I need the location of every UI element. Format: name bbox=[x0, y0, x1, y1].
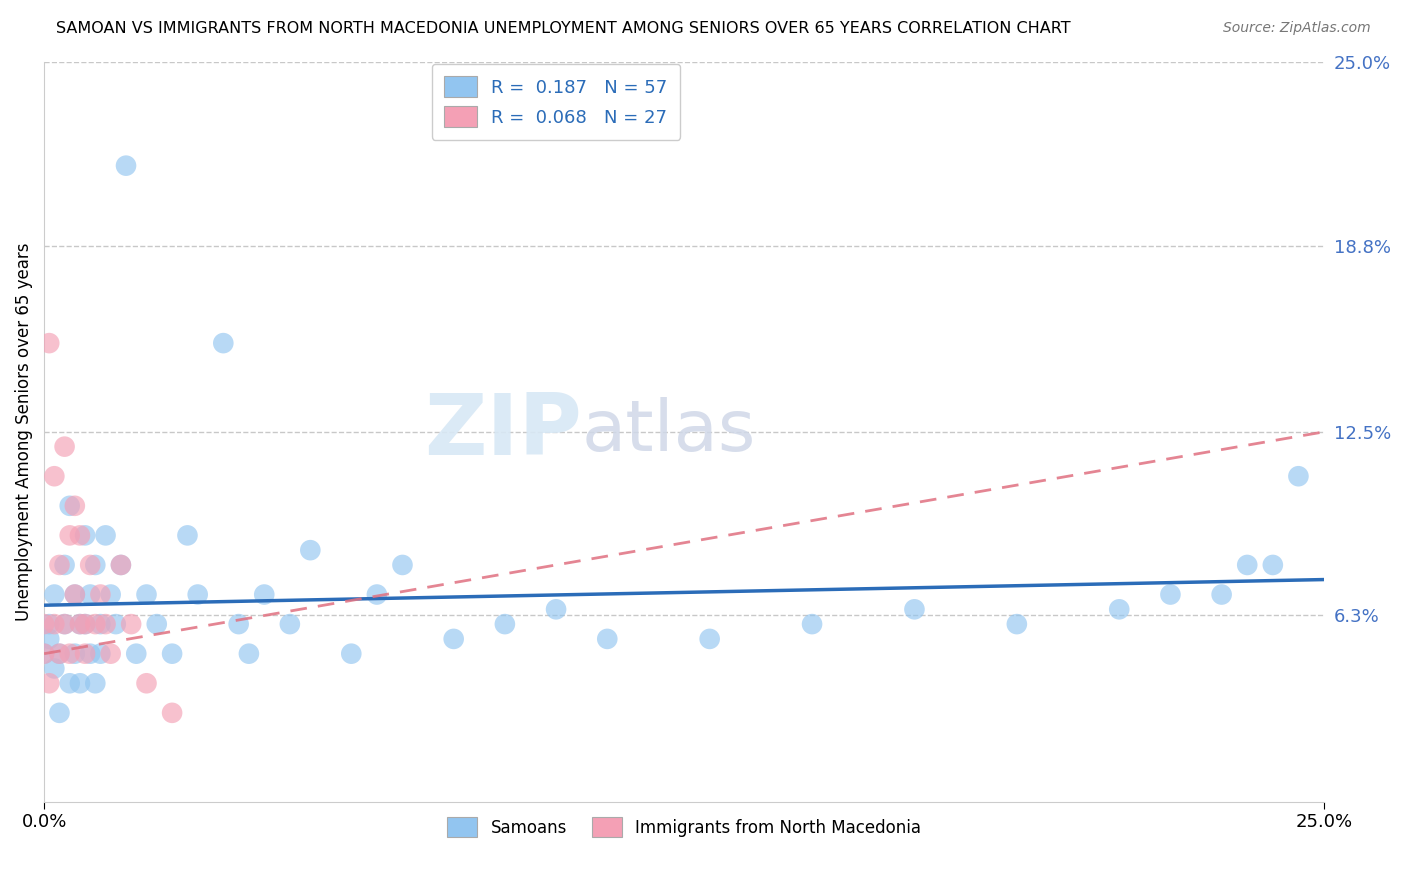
Point bbox=[44, 588, 66, 602]
Point bbox=[69, 528, 91, 542]
Point bbox=[1005, 617, 1028, 632]
Point bbox=[1286, 469, 1309, 483]
Point bbox=[100, 588, 122, 602]
Point bbox=[53, 617, 76, 632]
Point bbox=[79, 558, 101, 572]
Point bbox=[63, 588, 86, 602]
Point bbox=[391, 558, 413, 572]
Point bbox=[100, 647, 122, 661]
Text: ZIP: ZIP bbox=[425, 391, 582, 474]
Point bbox=[38, 632, 60, 646]
Point bbox=[176, 528, 198, 542]
Point bbox=[160, 647, 183, 661]
Legend: Samoans, Immigrants from North Macedonia: Samoans, Immigrants from North Macedonia bbox=[439, 809, 929, 845]
Point bbox=[238, 647, 260, 661]
Point bbox=[187, 588, 209, 602]
Point bbox=[59, 676, 82, 690]
Point bbox=[546, 602, 568, 616]
Point bbox=[1261, 558, 1284, 572]
Point bbox=[494, 617, 516, 632]
Point bbox=[443, 632, 465, 646]
Point bbox=[125, 647, 148, 661]
Text: Source: ZipAtlas.com: Source: ZipAtlas.com bbox=[1223, 21, 1371, 35]
Point bbox=[79, 588, 101, 602]
Point bbox=[75, 617, 97, 632]
Point bbox=[1211, 588, 1233, 602]
Y-axis label: Unemployment Among Seniors over 65 years: Unemployment Among Seniors over 65 years bbox=[15, 243, 32, 621]
Point bbox=[59, 647, 82, 661]
Point bbox=[84, 558, 107, 572]
Point bbox=[135, 588, 157, 602]
Point bbox=[212, 336, 235, 351]
Point bbox=[53, 617, 76, 632]
Point bbox=[94, 528, 117, 542]
Point bbox=[44, 617, 66, 632]
Point bbox=[84, 617, 107, 632]
Point bbox=[89, 647, 111, 661]
Point bbox=[32, 647, 55, 661]
Point bbox=[38, 336, 60, 351]
Point bbox=[1236, 558, 1258, 572]
Point bbox=[120, 617, 142, 632]
Text: SAMOAN VS IMMIGRANTS FROM NORTH MACEDONIA UNEMPLOYMENT AMONG SENIORS OVER 65 YEA: SAMOAN VS IMMIGRANTS FROM NORTH MACEDONI… bbox=[56, 21, 1071, 36]
Point bbox=[228, 617, 250, 632]
Point bbox=[79, 647, 101, 661]
Point bbox=[44, 469, 66, 483]
Point bbox=[145, 617, 167, 632]
Point bbox=[75, 617, 97, 632]
Point bbox=[48, 558, 70, 572]
Point bbox=[32, 617, 55, 632]
Point bbox=[340, 647, 363, 661]
Point bbox=[903, 602, 925, 616]
Point bbox=[115, 159, 138, 173]
Point bbox=[32, 647, 55, 661]
Point bbox=[69, 676, 91, 690]
Point bbox=[63, 499, 86, 513]
Point bbox=[38, 617, 60, 632]
Point bbox=[278, 617, 301, 632]
Point bbox=[366, 588, 388, 602]
Point bbox=[48, 647, 70, 661]
Point bbox=[44, 661, 66, 675]
Point bbox=[1159, 588, 1181, 602]
Point bbox=[299, 543, 322, 558]
Point bbox=[253, 588, 276, 602]
Point bbox=[63, 588, 86, 602]
Point bbox=[75, 528, 97, 542]
Point bbox=[110, 558, 132, 572]
Point bbox=[53, 440, 76, 454]
Point bbox=[1108, 602, 1130, 616]
Point bbox=[38, 676, 60, 690]
Point bbox=[699, 632, 721, 646]
Point bbox=[160, 706, 183, 720]
Point bbox=[48, 647, 70, 661]
Point bbox=[89, 588, 111, 602]
Point bbox=[59, 499, 82, 513]
Point bbox=[135, 676, 157, 690]
Point bbox=[110, 558, 132, 572]
Point bbox=[75, 647, 97, 661]
Point bbox=[59, 528, 82, 542]
Point bbox=[69, 617, 91, 632]
Point bbox=[48, 706, 70, 720]
Point bbox=[89, 617, 111, 632]
Point bbox=[84, 676, 107, 690]
Point bbox=[53, 558, 76, 572]
Point bbox=[63, 647, 86, 661]
Point bbox=[801, 617, 824, 632]
Point bbox=[104, 617, 127, 632]
Text: atlas: atlas bbox=[582, 397, 756, 467]
Point bbox=[596, 632, 619, 646]
Point bbox=[69, 617, 91, 632]
Point bbox=[94, 617, 117, 632]
